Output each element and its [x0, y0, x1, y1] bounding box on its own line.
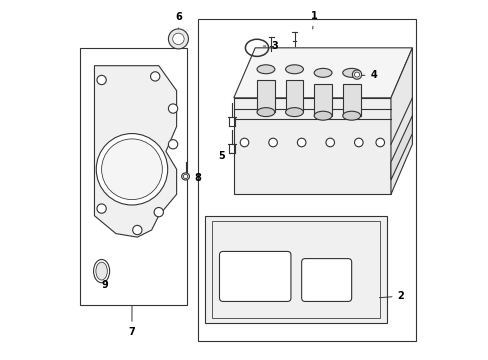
Ellipse shape	[342, 111, 360, 120]
Polygon shape	[390, 48, 411, 194]
Polygon shape	[233, 48, 411, 98]
Text: 2: 2	[379, 291, 404, 301]
Polygon shape	[94, 66, 176, 237]
Bar	[80, 48, 187, 305]
Polygon shape	[205, 216, 386, 323]
Circle shape	[297, 138, 305, 147]
Text: 7: 7	[128, 306, 135, 337]
Bar	[285, 80, 303, 112]
Circle shape	[96, 134, 167, 205]
Text: 8: 8	[188, 173, 201, 183]
Circle shape	[132, 225, 142, 235]
Circle shape	[352, 70, 361, 79]
Circle shape	[240, 138, 248, 147]
Ellipse shape	[257, 108, 274, 117]
Circle shape	[97, 75, 106, 85]
Ellipse shape	[285, 108, 303, 117]
Bar	[342, 84, 360, 116]
Ellipse shape	[183, 174, 187, 179]
Circle shape	[102, 139, 162, 200]
Circle shape	[268, 138, 277, 147]
Circle shape	[354, 72, 359, 77]
Ellipse shape	[96, 262, 107, 280]
Text: 5: 5	[218, 151, 231, 161]
Circle shape	[97, 204, 106, 213]
Ellipse shape	[313, 111, 331, 120]
Bar	[198, 19, 415, 341]
Circle shape	[375, 138, 384, 147]
Polygon shape	[390, 116, 411, 180]
Circle shape	[325, 138, 334, 147]
Text: 1: 1	[310, 11, 317, 29]
Ellipse shape	[342, 68, 360, 77]
Ellipse shape	[285, 65, 303, 74]
Circle shape	[168, 104, 177, 113]
Ellipse shape	[93, 260, 109, 283]
Ellipse shape	[181, 173, 189, 180]
Text: 3: 3	[263, 41, 278, 51]
Circle shape	[154, 207, 163, 217]
FancyBboxPatch shape	[301, 258, 351, 301]
Circle shape	[172, 33, 184, 45]
Ellipse shape	[313, 68, 331, 77]
Text: 9: 9	[101, 274, 108, 291]
Bar	[313, 84, 331, 116]
Text: 4: 4	[360, 70, 376, 80]
FancyBboxPatch shape	[219, 251, 290, 301]
Polygon shape	[233, 98, 390, 194]
Circle shape	[354, 138, 363, 147]
Text: 6: 6	[175, 13, 182, 28]
Circle shape	[168, 29, 188, 49]
Ellipse shape	[257, 65, 274, 74]
Circle shape	[150, 72, 160, 81]
Bar	[257, 80, 274, 112]
Circle shape	[168, 140, 177, 149]
